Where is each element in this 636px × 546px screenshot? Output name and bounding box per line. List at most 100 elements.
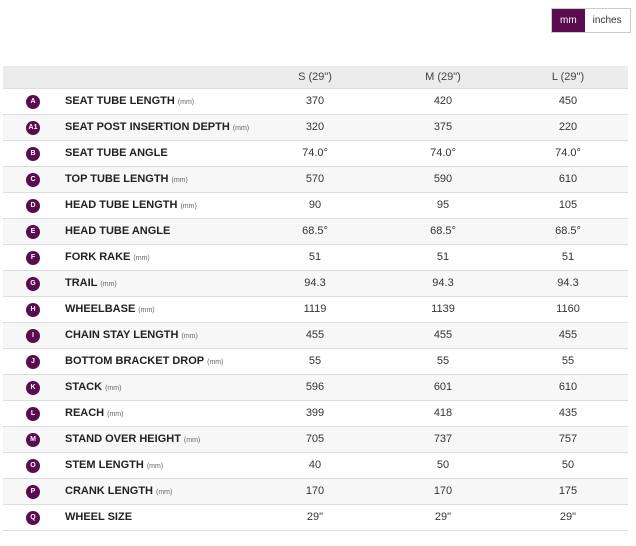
value-cell: 68.5° [555,225,581,237]
label-text: WHEELBASE [65,303,136,315]
value-cell: 375 [433,121,453,133]
label-text: TOP TUBE LENGTH [65,173,169,185]
label-text: STACK [65,381,103,393]
row-badge: O [26,459,40,473]
row-label: STAND OVER HEIGHT (mm) [65,427,200,453]
row-badge: E [26,225,40,239]
row-badge: H [26,303,40,317]
table-row: B SEAT TUBE ANGLE 74.0° 74.0° 74.0° [3,141,628,167]
value-cell: 610 [558,173,578,185]
value-cell: 1160 [556,303,580,315]
value-cell: 74.0° [302,147,328,159]
unit-text: (mm) [138,307,155,314]
row-badge: P [26,485,40,499]
value-cell: 370 [305,95,325,107]
column-header: M (29") [425,71,461,83]
column-header: L (29") [551,71,585,83]
value-cell: 90 [308,199,322,211]
value-cell: 455 [558,329,578,341]
table-row: Q WHEEL SIZE 29" 29" 29" [3,505,628,531]
row-badge: G [26,277,40,291]
label-text: STEM LENGTH [65,459,144,471]
unit-text: (mm) [181,333,198,340]
value-cell: 94.3 [304,277,326,289]
value-cell: 170 [305,485,325,497]
row-label: STEM LENGTH (mm) [65,453,163,479]
table-row: L REACH (mm) 399 418 435 [3,401,628,427]
value-cell: 420 [433,95,453,107]
value-cell: 74.0° [555,147,581,159]
row-badge: D [26,199,40,213]
row-badge: C [26,173,40,187]
value-cell: 705 [305,433,325,445]
unit-text: (mm) [171,177,188,184]
table-row: E HEAD TUBE ANGLE 68.5° 68.5° 68.5° [3,219,628,245]
unit-text: (mm) [100,281,117,288]
value-cell: 170 [433,485,453,497]
row-badge: L [26,407,40,421]
table-row: O STEM LENGTH (mm) 40 50 50 [3,453,628,479]
unit-text: (mm) [183,437,201,444]
value-cell: 418 [433,407,453,419]
value-cell: 51 [436,251,450,263]
row-label: HEAD TUBE LENGTH (mm) [65,193,197,219]
row-badge: I [26,329,40,343]
value-cell: 737 [433,433,453,445]
value-cell: 29" [434,511,452,523]
label-text: FORK RAKE [65,251,131,263]
row-label: CRANK LENGTH (mm) [65,479,172,505]
row-badge: Q [26,511,40,525]
value-cell: 105 [558,199,578,211]
table-row: I CHAIN STAY LENGTH (mm) 455 455 455 [3,323,628,349]
label-text: CHAIN STAY LENGTH [65,329,179,341]
unit-text: (mm) [207,359,224,366]
row-badge: A [26,95,40,109]
value-cell: 55 [308,355,322,367]
row-label: TRAIL (mm) [65,271,117,297]
value-cell: 68.5° [430,225,456,237]
value-cell: 590 [433,173,453,185]
row-label: STACK (mm) [65,375,121,401]
label-text: SEAT TUBE ANGLE [65,147,168,159]
value-cell: 51 [561,251,575,263]
table-row: H WHEELBASE (mm) 1119 1139 1160 [3,297,628,323]
unit-text: (mm) [156,489,173,496]
label-text: CRANK LENGTH [65,485,153,497]
value-cell: 435 [558,407,578,419]
table-row: C TOP TUBE LENGTH (mm) 570 590 610 [3,167,628,193]
row-label: TOP TUBE LENGTH (mm) [65,167,188,193]
unit-option[interactable]: mm [552,9,585,32]
value-cell: 94.3 [557,277,579,289]
value-cell: 50 [436,459,450,471]
row-label: FORK RAKE (mm) [65,245,150,271]
table-row: F FORK RAKE (mm) 51 51 51 [3,245,628,271]
unit-text: (mm) [232,125,250,132]
unit-option[interactable]: inches [584,9,630,32]
row-label: SEAT POST INSERTION DEPTH (mm) [65,115,249,141]
label-text: WHEEL SIZE [65,511,133,523]
value-cell: 757 [558,433,578,445]
value-cell: 399 [305,407,325,419]
value-cell: 55 [436,355,450,367]
table-row: A SEAT TUBE LENGTH (mm) 370 420 450 [3,89,628,115]
unit-text: (mm) [180,203,197,210]
value-cell: 74.0° [430,147,456,159]
unit-text: (mm) [107,411,124,418]
label-text: STAND OVER HEIGHT [65,433,181,445]
table-row: J BOTTOM BRACKET DROP (mm) 55 55 55 [3,349,628,375]
label-text: REACH [65,407,105,419]
value-cell: 94.3 [432,277,454,289]
geometry-table: S (29") M (29") L (29") A SEAT TUBE LENGTH (m… [3,66,628,531]
label-text: HEAD TUBE ANGLE [65,225,171,237]
value-cell: 29" [306,511,324,523]
label-text: TRAIL [65,277,98,289]
row-badge: J [26,355,40,369]
table-row: K STACK (mm) 596 601 610 [3,375,628,401]
value-cell: 220 [558,121,578,133]
row-label: WHEEL SIZE [65,505,132,530]
unit-text: (mm) [177,99,195,106]
unit-text: (mm) [105,385,122,392]
value-cell: 450 [558,95,578,107]
label-text: SEAT POST INSERTION DEPTH [65,121,230,133]
